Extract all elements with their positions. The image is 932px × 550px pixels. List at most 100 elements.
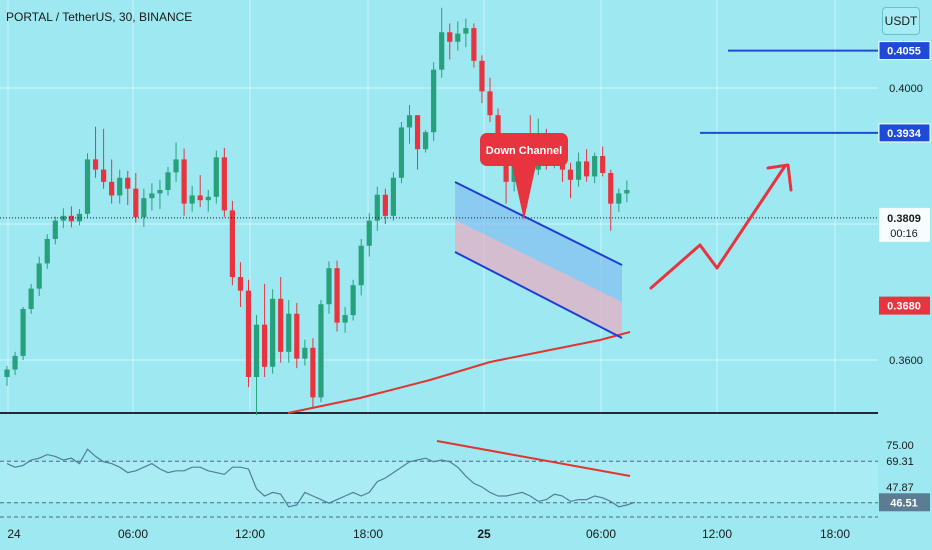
- candle: [165, 166, 171, 196]
- chart-title: PORTAL / TetherUS, 30, BINANCE: [6, 10, 193, 24]
- candle-body: [447, 32, 453, 42]
- channel-upper-fill: [455, 182, 622, 302]
- candle: [455, 21, 461, 51]
- candle-body: [592, 156, 598, 177]
- candle-body: [213, 157, 219, 197]
- price-tick-label: 0.4000: [889, 83, 923, 95]
- rsi-value-tag: 46.51: [879, 493, 930, 512]
- candle: [302, 339, 308, 366]
- candle-body: [455, 33, 461, 42]
- candle-body: [270, 298, 276, 367]
- candle: [575, 152, 582, 187]
- candle-body: [326, 268, 332, 305]
- candle-body: [575, 161, 582, 180]
- candle-body: [262, 324, 268, 367]
- candle-body: [181, 159, 187, 204]
- candle-body: [157, 190, 163, 194]
- target-tag-bg: [878, 41, 931, 61]
- candle-body: [253, 324, 260, 377]
- candle: [374, 186, 380, 231]
- candle: [487, 77, 493, 122]
- candle: [245, 279, 252, 388]
- candle-body: [463, 28, 469, 34]
- candle-body: [125, 177, 131, 189]
- candle-body: [278, 298, 284, 352]
- target-price-tag: 0.3934: [878, 123, 931, 143]
- last-price-bg: [879, 207, 930, 242]
- candle-body: [133, 188, 139, 218]
- candle: [584, 149, 590, 182]
- rsi-tick-label: 69.31: [886, 456, 914, 468]
- candle: [125, 170, 131, 205]
- candle: [149, 183, 155, 211]
- candle-body: [229, 210, 235, 278]
- candle: [157, 179, 163, 210]
- candle-body: [117, 177, 123, 196]
- candle: [390, 172, 396, 221]
- overlay-layer: Down Channel: [0, 49, 878, 414]
- candle: [181, 148, 187, 216]
- countdown-label: 00:16: [890, 228, 918, 240]
- candle-body: [286, 313, 292, 352]
- candle: [262, 283, 268, 377]
- rsi-band: [0, 461, 878, 503]
- candle: [414, 115, 421, 170]
- candle: [278, 277, 284, 363]
- candle: [189, 185, 195, 212]
- ma-line: [287, 331, 631, 414]
- time-tick-label: 18:00: [353, 527, 383, 541]
- candle-body: [36, 263, 42, 289]
- candle: [350, 279, 356, 321]
- last-price-label: 0.3809: [887, 213, 921, 225]
- callout-pointer: [512, 165, 536, 220]
- candle-body: [173, 159, 179, 173]
- candle: [608, 169, 614, 231]
- candle-body: [334, 268, 340, 323]
- time-tick-label: 25: [477, 527, 491, 541]
- candle-body: [342, 315, 348, 323]
- candle: [141, 188, 147, 227]
- channel-lower-line: [454, 251, 623, 339]
- candle-body: [616, 193, 622, 204]
- candle: [197, 175, 203, 207]
- candle: [237, 262, 244, 307]
- channel-fill-layer: [455, 182, 622, 338]
- candle: [84, 153, 91, 218]
- candle: [286, 300, 292, 363]
- candle-body: [366, 220, 372, 246]
- candle-body: [101, 169, 107, 182]
- candle: [463, 18, 469, 48]
- candle-body: [567, 169, 574, 180]
- candle-body: [221, 157, 227, 211]
- rsi-layer: [0, 415, 878, 518]
- candle: [109, 159, 115, 204]
- candle-body: [237, 277, 244, 291]
- candle: [133, 173, 139, 223]
- time-tick-label: 12:00: [702, 527, 732, 541]
- candle-body: [390, 177, 396, 216]
- candle-body: [374, 194, 380, 221]
- currency-button[interactable]: USDT: [882, 7, 920, 35]
- candle: [68, 206, 74, 228]
- rsi-line: [6, 448, 636, 508]
- candle: [366, 213, 372, 257]
- candle: [479, 55, 485, 103]
- candle-body: [84, 159, 91, 214]
- candle-body: [52, 220, 58, 239]
- candle-body: [487, 91, 493, 116]
- target-tag-bg: [878, 123, 931, 143]
- candle-body: [302, 347, 308, 359]
- candle-body: [600, 156, 606, 173]
- candle-body: [398, 127, 405, 178]
- ma-tag-bg: [879, 296, 930, 315]
- time-tick-label: 24: [7, 527, 21, 541]
- candle: [342, 306, 348, 333]
- candle-body: [431, 69, 437, 133]
- candle-body: [109, 181, 115, 196]
- candle: [439, 7, 445, 78]
- candle: [76, 209, 83, 226]
- time-tick-label: 18:00: [820, 527, 850, 541]
- rsi-tick-label: 47.87: [886, 482, 914, 494]
